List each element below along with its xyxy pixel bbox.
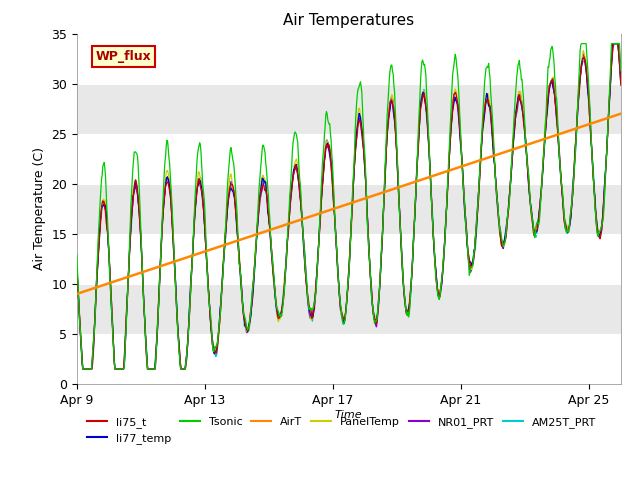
Legend: li75_t, li77_temp, Tsonic, AirT, PanelTemp, NR01_PRT, AM25T_PRT: li75_t, li77_temp, Tsonic, AirT, PanelTe…: [83, 412, 600, 448]
Bar: [77, 34, 621, 84]
Bar: [77, 84, 621, 134]
Text: WP_flux: WP_flux: [96, 50, 152, 63]
Y-axis label: Air Temperature (C): Air Temperature (C): [33, 147, 45, 270]
X-axis label: Time: Time: [335, 409, 363, 420]
Title: Air Temperatures: Air Temperatures: [284, 13, 414, 28]
Bar: [77, 134, 621, 184]
Bar: [77, 284, 621, 334]
Bar: [77, 334, 621, 384]
Bar: [77, 184, 621, 234]
Bar: [77, 234, 621, 284]
